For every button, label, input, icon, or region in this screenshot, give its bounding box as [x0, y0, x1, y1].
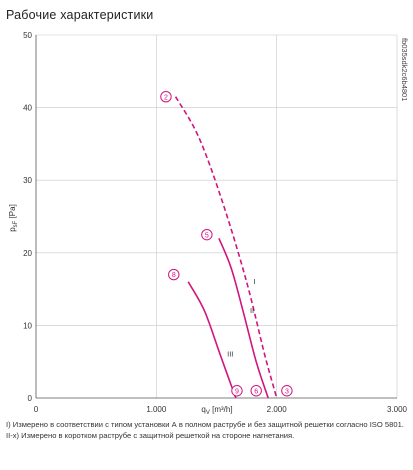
operating-point-label: 5: [205, 232, 209, 239]
operating-point-marker: [250, 385, 262, 397]
series-label-ii: II: [250, 306, 254, 315]
x-tick-label: 2.000: [267, 405, 288, 414]
document-code: fb035sdk2c6b4801: [400, 38, 409, 101]
operating-points: 2 5 8 9 6 3: [160, 91, 293, 397]
chart-title: Рабочие характеристики: [6, 8, 154, 22]
y-tick-label: 30: [23, 176, 32, 185]
series-label-iii: III: [227, 349, 233, 358]
y-tick-label: 50: [23, 31, 32, 40]
y-tick-label: 10: [23, 321, 32, 330]
y-tick-label: 0: [28, 394, 33, 403]
footnotes: I) Измерено в соответствии с типом устан…: [6, 419, 406, 441]
x-tick-label: 3.000: [387, 405, 408, 414]
footnote-2: II-x) Измерено в коротком раструбе с защ…: [6, 431, 295, 441]
operating-point-marker: [160, 91, 172, 103]
operating-point-label: 9: [235, 388, 239, 395]
series-iii-line: [187, 281, 237, 399]
y-tick-label: 20: [23, 249, 32, 258]
operating-point-marker: [168, 268, 180, 281]
operating-point-label: 2: [164, 94, 168, 101]
footnote-1: I) Измерено в соответствии с типом устан…: [6, 420, 404, 429]
operating-point-marker: [231, 385, 243, 397]
grid: [36, 34, 398, 398]
axes: 0 10 20 30 40 50 0 1.000 2.000 3.000: [23, 31, 407, 414]
series-ii-line: [218, 237, 269, 399]
series-label-i: I: [254, 277, 256, 286]
x-tick-label: 0: [34, 405, 39, 414]
y-tick-label: 40: [23, 104, 32, 113]
x-tick-label: 1.000: [146, 405, 167, 414]
x-axis-label: qV [m³/h]: [201, 405, 232, 415]
series-i-line: [174, 96, 278, 399]
operating-point-label: 8: [172, 272, 176, 279]
operating-point-label: 3: [285, 388, 289, 395]
y-axis-label: psF [Pa]: [8, 204, 19, 232]
operating-point-label: 6: [254, 388, 258, 395]
operating-point-marker: [281, 385, 293, 397]
operating-point-marker: [201, 228, 213, 241]
